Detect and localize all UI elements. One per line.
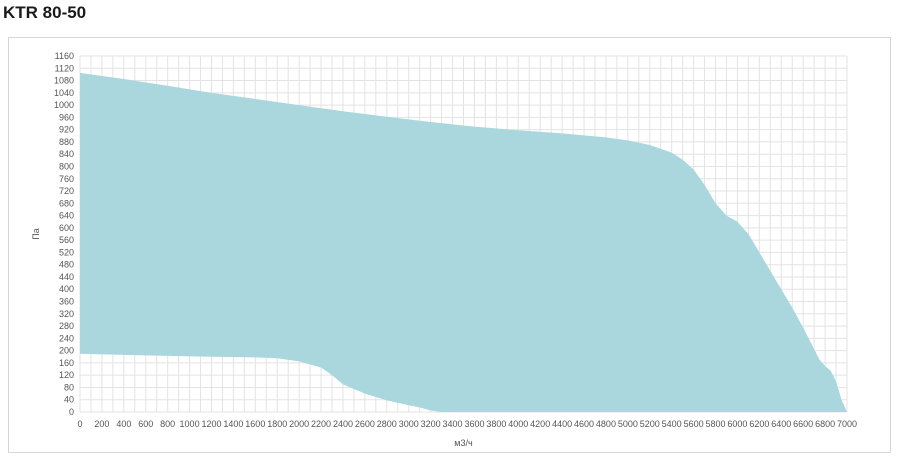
page-title: KTR 80-50 <box>3 3 87 22</box>
x-tick-label: 4000 <box>508 419 528 429</box>
y-tick-label: 320 <box>59 309 74 319</box>
y-tick-label: 640 <box>59 211 74 221</box>
y-tick-label: 40 <box>64 395 74 405</box>
x-tick-label: 4200 <box>530 419 550 429</box>
x-tick-label: 2600 <box>355 419 375 429</box>
y-axis-label: Па <box>31 228 41 239</box>
y-tick-label: 1120 <box>55 63 74 73</box>
x-tick-label: 400 <box>116 419 131 429</box>
operating-area <box>80 72 847 412</box>
x-tick-label: 2800 <box>377 419 397 429</box>
y-tick-label: 80 <box>64 382 74 392</box>
x-tick-label: 3400 <box>443 419 463 429</box>
y-tick-label: 840 <box>59 149 74 159</box>
y-tick-label: 480 <box>59 260 74 270</box>
y-tick-label: 280 <box>59 321 74 331</box>
x-tick-label: 5200 <box>640 419 660 429</box>
y-tick-label: 400 <box>59 284 74 294</box>
x-tick-label: 600 <box>138 419 153 429</box>
x-tick-label: 2400 <box>333 419 353 429</box>
x-tick-label: 0 <box>77 419 82 429</box>
y-tick-label: 720 <box>59 186 74 196</box>
x-tick-label: 3800 <box>486 419 506 429</box>
y-tick-label: 1000 <box>54 100 74 110</box>
x-tick-label: 5000 <box>618 419 638 429</box>
x-tick-label: 2200 <box>311 419 331 429</box>
y-tick-label: 1040 <box>54 88 74 98</box>
y-tick-label: 360 <box>59 297 74 307</box>
x-axis-label: м3/ч <box>454 438 473 448</box>
x-tick-label: 6600 <box>793 419 813 429</box>
x-tick-label: 6800 <box>815 419 835 429</box>
y-tick-label: 520 <box>59 247 74 257</box>
x-tick-label: 1000 <box>180 419 200 429</box>
x-tick-label: 5400 <box>662 419 682 429</box>
y-tick-label: 0 <box>69 407 74 417</box>
y-tick-label: 760 <box>59 174 74 184</box>
x-tick-label: 4400 <box>552 419 572 429</box>
x-tick-label: 3000 <box>399 419 419 429</box>
x-tick-label: 1600 <box>245 419 265 429</box>
x-tick-label: 3200 <box>421 419 441 429</box>
x-tick-label: 6000 <box>727 419 747 429</box>
x-tick-labels: 0 200 400 600 800 1000 1200 1400 1600 1800 2000 220… <box>77 419 857 429</box>
y-tick-label: 920 <box>59 125 74 135</box>
y-tick-label: 880 <box>59 137 74 147</box>
y-tick-label: 160 <box>59 358 74 368</box>
y-tick-label: 120 <box>59 370 74 380</box>
x-tick-label: 800 <box>160 419 175 429</box>
y-tick-label: 440 <box>59 272 74 282</box>
x-tick-label: 1400 <box>223 419 243 429</box>
y-tick-label: 240 <box>59 333 74 343</box>
x-tick-label: 3600 <box>464 419 484 429</box>
y-tick-label: 960 <box>59 112 74 122</box>
x-tick-label: 4600 <box>574 419 594 429</box>
x-tick-label: 4800 <box>596 419 616 429</box>
x-tick-label: 1800 <box>267 419 287 429</box>
y-tick-labels: 0 40 80 120 160 200 240 280 320 360 400 440 480 520 56… <box>54 51 74 417</box>
x-tick-label: 7000 <box>837 419 857 429</box>
y-tick-label: 600 <box>59 223 74 233</box>
y-tick-label: 1080 <box>54 76 74 86</box>
x-tick-label: 6200 <box>749 419 769 429</box>
y-tick-label: 680 <box>59 198 74 208</box>
x-tick-label: 1200 <box>201 419 221 429</box>
y-tick-label: 560 <box>59 235 74 245</box>
x-tick-label: 2000 <box>289 419 309 429</box>
x-tick-label: 5800 <box>705 419 725 429</box>
y-tick-label: 200 <box>59 346 74 356</box>
y-tick-label: 800 <box>59 161 74 171</box>
x-tick-label: 5600 <box>684 419 704 429</box>
x-tick-label: 200 <box>94 419 109 429</box>
y-tick-label: 1160 <box>55 51 74 61</box>
x-tick-label: 6400 <box>771 419 791 429</box>
